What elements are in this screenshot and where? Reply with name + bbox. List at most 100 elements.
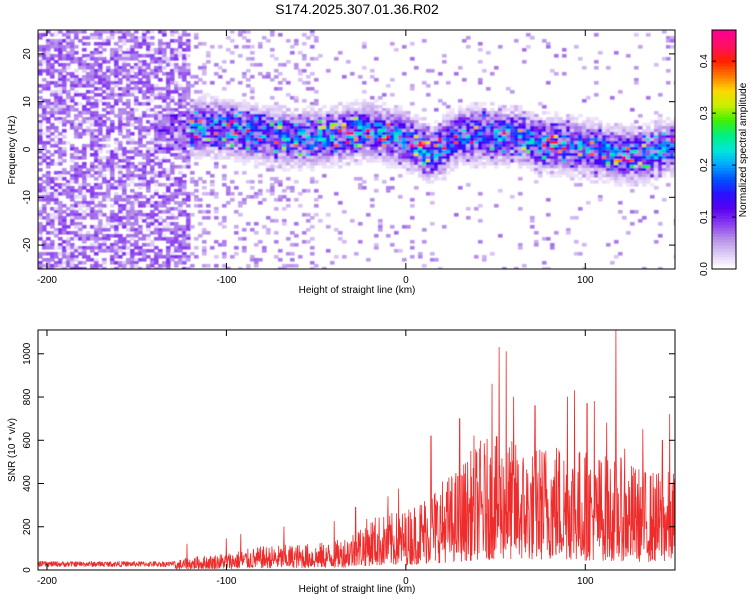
spectrogram-cell <box>190 192 195 196</box>
spectrogram-cell <box>406 138 411 142</box>
spectrogram-cell <box>122 126 127 130</box>
spectrogram-cell <box>122 261 127 265</box>
spectrogram-cell <box>190 135 195 139</box>
spectrogram-cell <box>114 255 119 259</box>
spectrogram-cell <box>62 225 67 229</box>
spectrogram-cell <box>106 144 111 148</box>
spectrogram-cell <box>470 159 475 163</box>
spectrogram-cell <box>118 36 123 40</box>
spectrogram-cell <box>262 135 267 139</box>
spectrogram-cell <box>106 84 111 88</box>
spectrogram-cell <box>154 123 159 127</box>
spectrogram-cell <box>146 75 151 79</box>
spectrogram-cell <box>658 171 663 175</box>
spectrogram-cell <box>190 129 195 133</box>
spectrogram-cell <box>566 165 571 169</box>
spectrogram-cell <box>310 246 315 250</box>
spectrogram-cell <box>630 174 635 178</box>
spectrogram-cell <box>170 69 175 73</box>
spectrogram-cell <box>442 132 447 136</box>
spectrogram-cell <box>422 177 427 181</box>
spectrogram-cell <box>566 144 571 148</box>
spectrogram-cell <box>506 114 511 118</box>
spectrogram-cell <box>250 108 255 112</box>
spectrogram-cell <box>234 246 239 250</box>
spectrogram-cell <box>658 135 663 139</box>
spectrogram-cell <box>146 189 151 193</box>
spectrogram-cell <box>510 153 515 157</box>
spectrogram-cell <box>574 120 579 124</box>
spectrogram-cell <box>158 105 163 109</box>
spectrogram-cell <box>542 141 547 145</box>
spectrogram-cell <box>634 66 639 70</box>
spectrogram-cell <box>110 111 115 115</box>
spectrogram-cell <box>638 219 643 223</box>
spectrogram-cell <box>206 135 211 139</box>
spectrogram-cell <box>178 123 183 127</box>
spectrogram-cell <box>186 246 191 250</box>
spectrogram-cell <box>318 150 323 154</box>
spectrogram-cell <box>470 114 475 118</box>
spectrogram-cell <box>586 171 591 175</box>
spectrogram-cell <box>278 165 283 169</box>
spectrogram-cell <box>450 111 455 115</box>
spectrogram-cell <box>62 219 67 223</box>
spectrogram-cell <box>654 159 659 163</box>
spectrogram-cell <box>178 234 183 238</box>
spectrogram-cell <box>302 135 307 139</box>
spectrogram-cell <box>74 189 79 193</box>
spectrogram-cell <box>434 81 439 85</box>
spectrogram-cell <box>362 123 367 127</box>
spectrogram-cell <box>318 141 323 145</box>
spectrogram-cell <box>494 147 499 151</box>
spectrogram-cell <box>394 105 399 109</box>
spectrogram-cell <box>222 102 227 106</box>
spectrogram-cell <box>446 135 451 139</box>
spectrogram-cell <box>242 171 247 175</box>
spectrogram-cell <box>54 105 59 109</box>
spectrogram-cell <box>374 99 379 103</box>
spectrogram-cell <box>158 135 163 139</box>
spectrogram-cell <box>126 210 131 214</box>
spectrogram-cell <box>634 162 639 166</box>
spectrogram-cell <box>494 120 499 124</box>
spectrogram-cell <box>46 150 51 154</box>
spectrogram-cell <box>150 153 155 157</box>
spectrogram-cell <box>314 117 319 121</box>
spectrogram-cell <box>626 129 631 133</box>
spectrogram-cell <box>178 249 183 253</box>
spectrogram-cell <box>286 81 291 85</box>
spectrogram-cell <box>206 192 211 196</box>
spectrogram-cell <box>182 99 187 103</box>
spectrogram-cell <box>286 144 291 148</box>
spectrogram-cell <box>150 174 155 178</box>
spectrogram-cell <box>282 114 287 118</box>
spectrogram-cell <box>162 150 167 154</box>
spectrogram-cell <box>214 210 219 214</box>
spectrogram-cell <box>190 252 195 256</box>
spectrogram-cell <box>222 117 227 121</box>
spectrogram-cell <box>86 72 91 76</box>
spectrogram-cell <box>502 105 507 109</box>
spectrogram-cell <box>322 120 327 124</box>
spectrogram-cell <box>378 96 383 100</box>
spectrogram-cell <box>542 261 547 265</box>
spectrogram-cell <box>350 156 355 160</box>
spectrogram-cell <box>606 138 611 142</box>
spectrogram-cell <box>70 78 75 82</box>
spectrogram-cell <box>82 198 87 202</box>
spectrogram-cell <box>354 150 359 154</box>
spectrogram-cell <box>46 222 51 226</box>
spectrogram-cell <box>374 123 379 127</box>
spectrogram-cell <box>374 243 379 247</box>
spectrogram-cell <box>126 87 131 91</box>
spectrogram-cell <box>498 135 503 139</box>
spectrogram-cell <box>234 153 239 157</box>
spectrogram-cell <box>390 177 395 181</box>
spectrogram-cell <box>194 144 199 148</box>
spectrogram-cell <box>142 168 147 172</box>
spectrogram-cell <box>222 138 227 142</box>
spectrogram-cell <box>422 117 427 121</box>
spectrogram-cell <box>130 66 135 70</box>
spectrogram-cell <box>534 231 539 235</box>
